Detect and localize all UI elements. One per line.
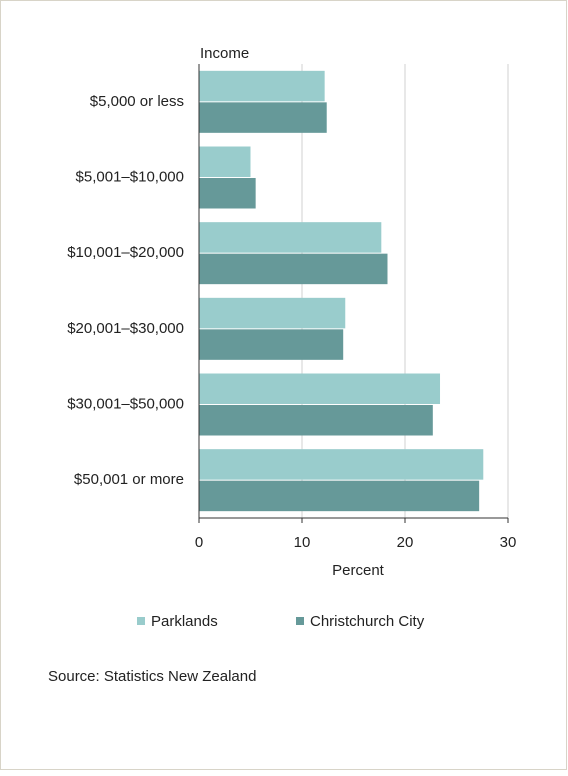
y-axis-title: Income [200,45,249,62]
source-note: Source: Statistics New Zealand [48,668,256,685]
bar [199,146,251,177]
y-tick-label: $30,001–$50,000 [67,395,184,412]
x-tick-label: 10 [294,534,311,551]
bar [199,102,327,133]
x-tick-label: 20 [397,534,414,551]
legend-swatch [137,617,145,625]
bar [199,405,433,436]
bar [199,373,441,404]
x-axis-title: Percent [332,562,385,579]
legend-swatch [296,617,304,625]
y-tick-label: $20,001–$30,000 [67,320,184,337]
y-tick-label: $5,000 or less [90,93,184,110]
bar [199,253,388,285]
y-tick-label: $5,001–$10,000 [76,168,184,185]
bar [199,297,346,329]
bar [199,178,256,209]
x-tick-label: 0 [195,534,203,551]
bar [199,329,344,360]
bar [199,222,382,253]
bar [199,449,484,480]
x-tick-label: 30 [500,534,517,551]
legend-label: Parklands [151,613,218,630]
legend-label: Christchurch City [310,613,425,630]
bar [199,70,325,102]
bar [199,480,480,512]
y-tick-label: $50,001 or more [74,471,184,488]
y-tick-label: $10,001–$20,000 [67,244,184,261]
